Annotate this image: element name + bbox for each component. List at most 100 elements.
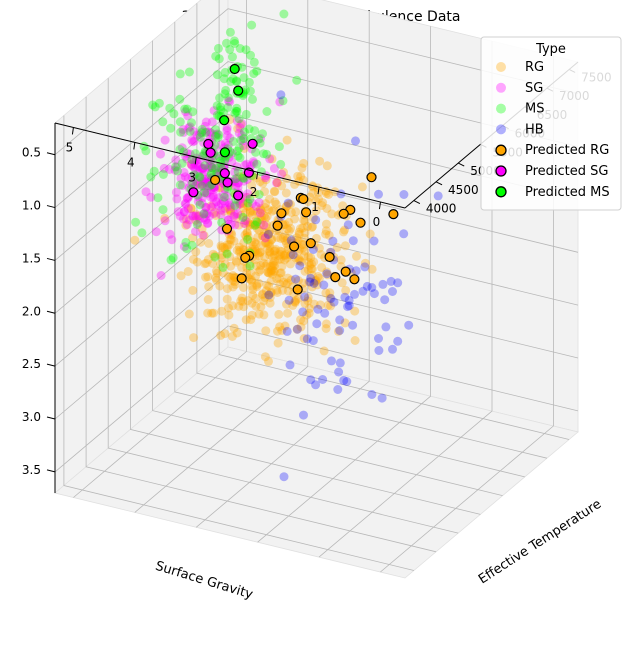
data-point [179,242,189,252]
data-point [188,233,197,243]
data-point [245,86,255,96]
data-point [270,261,279,271]
data-point [230,39,240,48]
data-point [305,277,315,287]
data-point [201,209,211,219]
data-point [366,172,377,183]
data-point [235,123,245,133]
data-point [334,367,344,377]
data-point [189,170,199,180]
data-point [254,190,264,199]
z-tick [46,310,56,314]
data-point [295,261,305,271]
data-point [185,122,195,132]
data-point [254,267,264,277]
data-point [208,258,218,268]
data-point [360,262,370,272]
data-point [399,190,409,199]
data-point [388,209,399,220]
data-point [304,303,314,313]
data-point [251,293,261,303]
data-point [260,233,270,243]
data-point [242,159,252,169]
data-point [374,189,383,199]
data-point [267,154,277,164]
data-point [203,255,213,264]
data-point [229,323,239,333]
data-point [241,315,251,325]
data-point [238,136,248,146]
data-point [189,136,199,146]
data-point [311,196,321,206]
data-point [307,282,317,292]
data-point [339,227,348,237]
data-point [208,192,218,202]
data-point [230,209,240,219]
data-point [211,125,220,135]
data-point [326,301,336,311]
data-point [188,254,198,264]
data-point [283,286,293,296]
data-point [307,259,316,269]
data-point [180,104,190,114]
data-point [177,181,187,190]
data-point [220,244,230,254]
data-point [350,289,359,299]
data-point [273,326,282,336]
data-point [151,227,161,237]
data-point [260,252,270,262]
data-point [236,119,246,129]
series-predicted-sg [188,138,258,201]
data-point [202,127,212,137]
data-point [318,198,328,208]
data-point [274,142,284,152]
data-point [219,74,229,84]
data-point [281,279,291,289]
data-point [223,215,233,225]
data-point [232,77,242,87]
data-points [130,9,443,482]
data-point [282,299,291,309]
data-point [306,273,315,283]
data-point [232,106,242,116]
data-point [203,272,213,282]
data-point [307,264,317,274]
data-point [243,217,253,227]
data-point [298,223,308,233]
data-point [281,188,291,198]
data-point [299,240,308,250]
data-point [255,205,265,215]
grid-line-x [129,59,481,515]
data-point [253,232,263,242]
grid-line-x [107,78,459,534]
data-point [191,215,200,225]
y-axis-line [54,122,406,209]
data-point [182,193,192,203]
legend: Type RG SG MS HB Predicted RG Predicted SG Pred… [480,36,622,211]
data-point [326,294,336,303]
data-point [182,154,192,164]
data-point [204,282,214,292]
data-point [217,253,227,263]
data-point [206,128,216,138]
data-point [201,215,211,225]
data-point [205,147,216,158]
data-point [177,143,187,153]
data-point [184,173,194,183]
data-point [286,275,296,285]
data-point [187,118,196,128]
data-point [216,205,226,215]
data-point [200,161,210,170]
data-point [369,289,379,299]
data-point [388,344,397,354]
data-point [205,127,215,137]
data-point [282,253,291,263]
data-point [340,266,351,277]
data-point [248,219,258,229]
data-point [220,67,230,77]
data-point [199,208,209,218]
data-point [247,181,257,190]
data-point [259,220,269,230]
data-point [160,216,170,226]
data-point [309,299,319,309]
